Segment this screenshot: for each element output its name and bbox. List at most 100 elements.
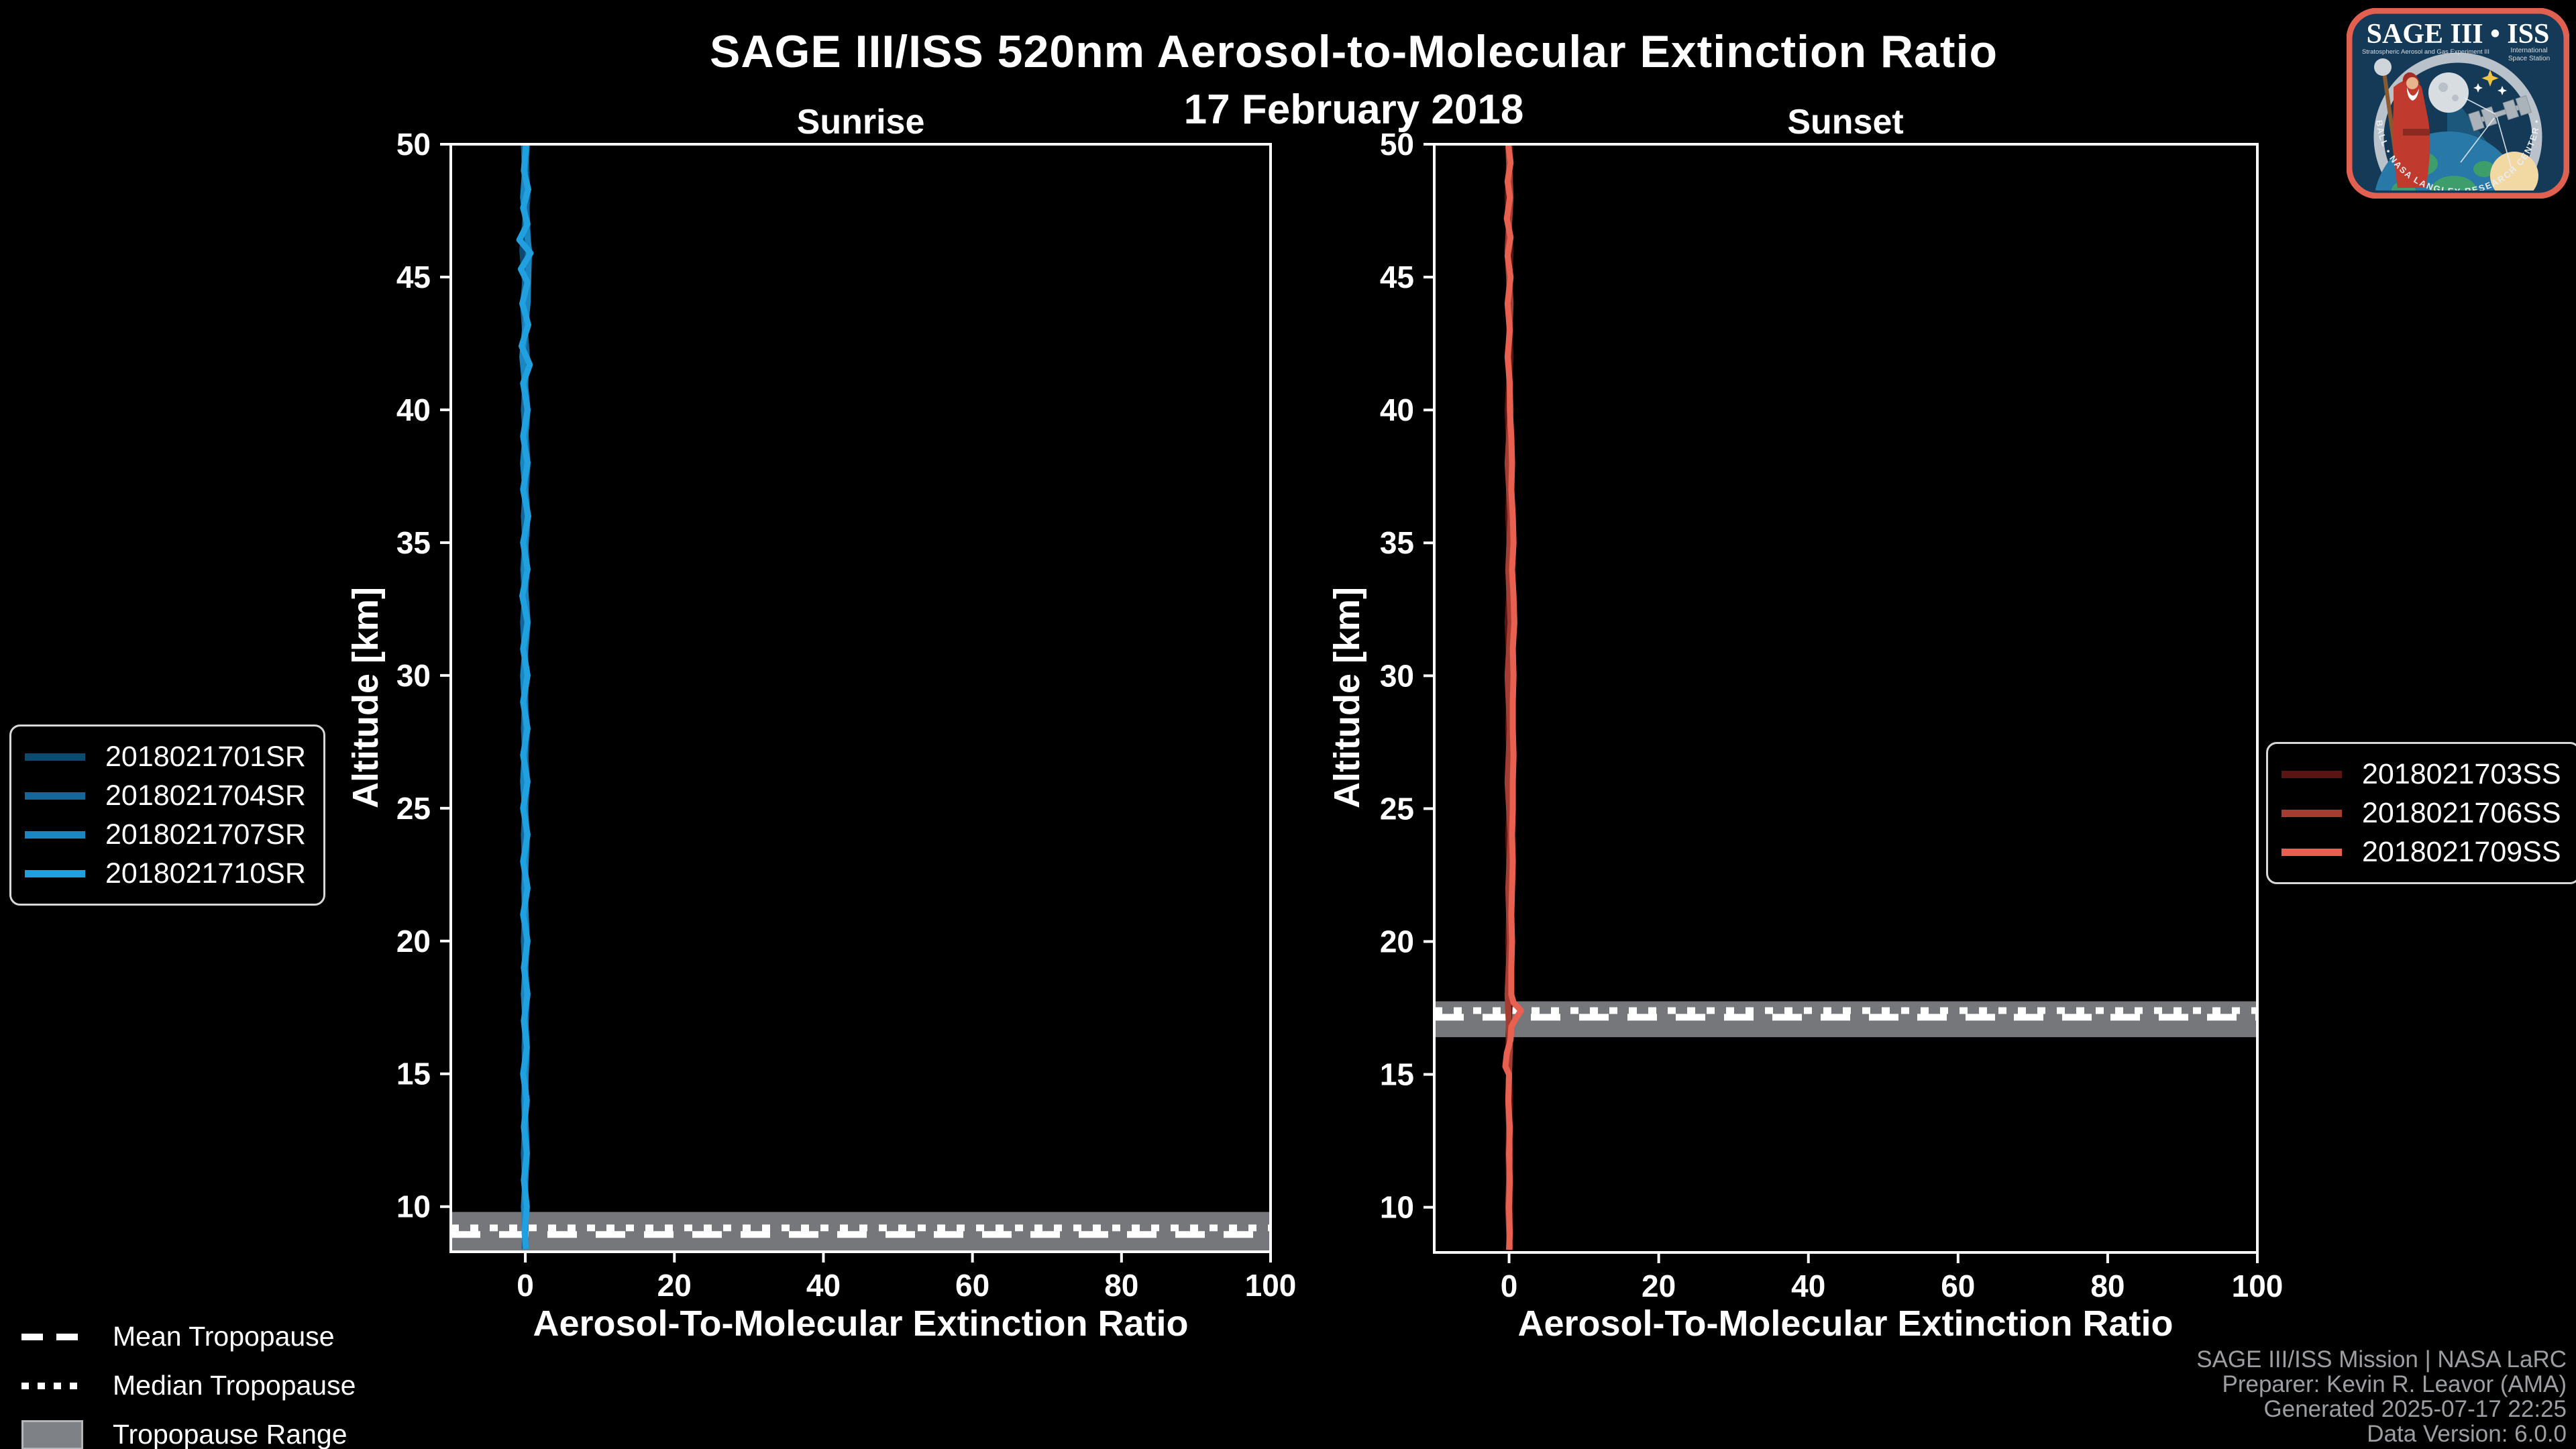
- sunrise-panel-title: Sunrise: [796, 103, 925, 142]
- legend-item-label: 2018021709SS: [2362, 835, 2561, 868]
- dotted-swatch: [21, 1382, 83, 1389]
- legend-line-swatch: [2282, 770, 2342, 778]
- logo-father-time: [2374, 58, 2430, 189]
- sunrise-yaxis-label: Altitude [km]: [345, 587, 386, 808]
- credits-data-version: Data Version: 6.0.0: [2367, 1421, 2567, 1447]
- x-tick-label: 0: [1501, 1269, 1518, 1303]
- y-tick-label: 25: [1380, 791, 1414, 826]
- x-tick-label: 20: [657, 1268, 692, 1303]
- credits-mission: SAGE III/ISS Mission | NASA LaRC: [2196, 1346, 2567, 1373]
- legend-item-label: 2018021703SS: [2362, 757, 2561, 790]
- logo-occultation-rays: [2460, 97, 2512, 170]
- sunset-yaxis-label: Altitude [km]: [1327, 587, 1367, 808]
- credits-generated: Generated 2025-07-17 22:25: [2263, 1396, 2567, 1422]
- dashed-swatch: [21, 1333, 83, 1340]
- y-tick-label: 35: [1380, 525, 1414, 560]
- legend-item-2018021703SS: 2018021703SS: [2282, 755, 2561, 794]
- logo-ring: [2373, 52, 2542, 191]
- y-tick-label: 15: [396, 1057, 431, 1091]
- y-tick-label: 40: [396, 392, 431, 427]
- legend-item-2018021710SR: 2018021710SR: [25, 854, 306, 893]
- figure-title: SAGE III/ISS 520nm Aerosol-to-Molecular …: [709, 26, 1998, 77]
- sage-iss-logo: BALL • NASA LANGLEY RESEARCH CENTER • SS…: [2347, 8, 2569, 199]
- y-tick-label: 15: [1380, 1057, 1414, 1092]
- x-tick-label: 20: [1642, 1269, 1676, 1303]
- tropopause-legend-label: Mean Tropopause: [113, 1321, 335, 1352]
- x-tick-label: 60: [1941, 1269, 1975, 1303]
- logo-moon-crater: [2452, 95, 2459, 101]
- x-tick-label: 100: [2232, 1269, 2284, 1303]
- series-line-2018021704SR: [520, 144, 531, 1250]
- y-tick-label: 45: [1380, 260, 1414, 294]
- y-tick-label: 10: [396, 1189, 431, 1224]
- legend-item-label: 2018021707SR: [105, 818, 306, 851]
- legend-item-label: 2018021710SR: [105, 857, 306, 890]
- sunset-xaxis-label: Aerosol-To-Molecular Extinction Ratio: [1517, 1303, 2174, 1344]
- logo-sun: [2490, 152, 2538, 191]
- logo-title: SAGE III • ISS: [2367, 19, 2550, 50]
- x-tick-label: 100: [1245, 1268, 1297, 1303]
- tropopause-legend-item: Mean Tropopause: [21, 1312, 356, 1361]
- legend-item-2018021709SS: 2018021709SS: [2282, 833, 2561, 871]
- series-line-2018021709SS: [1502, 144, 1524, 1250]
- y-tick-label: 20: [1380, 924, 1414, 959]
- series-line-2018021710SR: [516, 144, 534, 1250]
- logo-stars: [2473, 70, 2507, 95]
- legend-line-swatch: [2282, 848, 2342, 856]
- legend-line-swatch: [25, 792, 85, 800]
- tropopause-range-band: [1434, 1001, 2257, 1038]
- y-tick-label: 10: [1380, 1190, 1414, 1225]
- y-tick-label: 25: [396, 791, 431, 826]
- y-tick-label: 35: [396, 525, 431, 560]
- credits-block: SAGE III/ISS Mission | NASA LaRC Prepare…: [2196, 1347, 2567, 1446]
- series-line-2018021706SS: [1504, 144, 1514, 1250]
- y-tick-label: 40: [1380, 392, 1414, 427]
- y-tick-label: 20: [396, 924, 431, 959]
- axes-frame: [449, 143, 1272, 1253]
- patch-swatch: [21, 1419, 83, 1449]
- x-tick-label: 60: [955, 1268, 989, 1303]
- legend-item-2018021707SR: 2018021707SR: [25, 815, 306, 854]
- series-line-2018021707SR: [519, 144, 533, 1250]
- tropopause-range-band: [451, 1212, 1271, 1251]
- legend-line-swatch: [25, 753, 85, 761]
- logo-subtitle-left: Stratospheric Aerosol and Gas Experiment…: [2362, 48, 2489, 56]
- legend-item-2018021704SR: 2018021704SR: [25, 776, 306, 815]
- sunrise-plot: 0 20 40 60 80 100 10 15 20 25 30 35 40 45 50: [396, 127, 1297, 1303]
- series-line-2018021701SR: [519, 144, 531, 1250]
- sunset-legend: 2018021703SS 2018021706SS 2018021709SS: [2266, 742, 2576, 884]
- x-tick-label: 40: [1791, 1269, 1825, 1303]
- legend-line-swatch: [25, 830, 85, 839]
- axes-frame: [1433, 143, 2259, 1254]
- legend-line-swatch: [25, 869, 85, 877]
- y-tick-label: 45: [396, 260, 431, 294]
- logo-moon: [2428, 72, 2469, 113]
- tropopause-legend-label: Tropopause Range: [113, 1419, 347, 1449]
- legend-item-label: 2018021704SR: [105, 779, 306, 812]
- series-line-2018021703SS: [1504, 144, 1514, 1250]
- legend-item-2018021706SS: 2018021706SS: [2282, 794, 2561, 833]
- legend-item-2018021701SR: 2018021701SR: [25, 737, 306, 776]
- figure-date-subtitle: 17 February 2018: [1183, 87, 1524, 133]
- logo-subtitle-right-2: Space Station: [2508, 55, 2550, 62]
- credits-preparer: Preparer: Kevin R. Leavor (AMA): [2222, 1371, 2567, 1397]
- tropopause-legend-item: Tropopause Range: [21, 1410, 356, 1449]
- legend-line-swatch: [2282, 809, 2342, 817]
- logo-moon-crater: [2438, 83, 2448, 92]
- tropopause-legend: Mean Tropopause Median Tropopause Tropopau…: [21, 1312, 356, 1449]
- x-tick-label: 0: [517, 1268, 534, 1303]
- y-tick-label: 30: [1380, 658, 1414, 693]
- x-tick-label: 40: [806, 1268, 841, 1303]
- sunrise-legend: 2018021701SR 2018021704SR 2018021707SR 2018…: [9, 724, 325, 906]
- x-tick-label: 80: [2090, 1269, 2125, 1303]
- legend-item-label: 2018021701SR: [105, 740, 306, 773]
- legend-item-label: 2018021706SS: [2362, 796, 2561, 829]
- y-tick-label: 30: [396, 658, 431, 693]
- logo-subtitle-right-1: International: [2510, 47, 2547, 54]
- x-tick-label: 80: [1104, 1268, 1138, 1303]
- y-tick-label: 50: [396, 127, 431, 162]
- logo-iss: [2468, 95, 2532, 131]
- tropopause-legend-item: Median Tropopause: [21, 1361, 356, 1410]
- sunrise-xaxis-label: Aerosol-To-Molecular Extinction Ratio: [533, 1303, 1189, 1344]
